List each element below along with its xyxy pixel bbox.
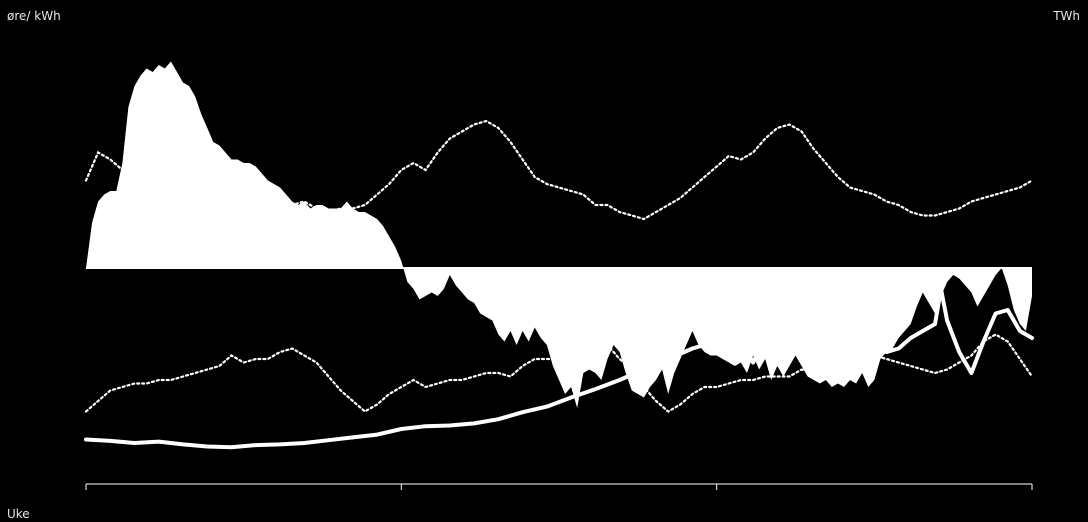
series-solid-3 [84,287,1034,450]
series-dotted-2 [84,333,1034,413]
y-axis-label-left: øre/ kWh [7,9,61,23]
series-area-0 [86,61,1032,408]
x-axis-label: Uke [7,507,30,521]
series-dotted-1 [84,119,1034,221]
y-axis-label-right: TWh [1053,9,1080,23]
